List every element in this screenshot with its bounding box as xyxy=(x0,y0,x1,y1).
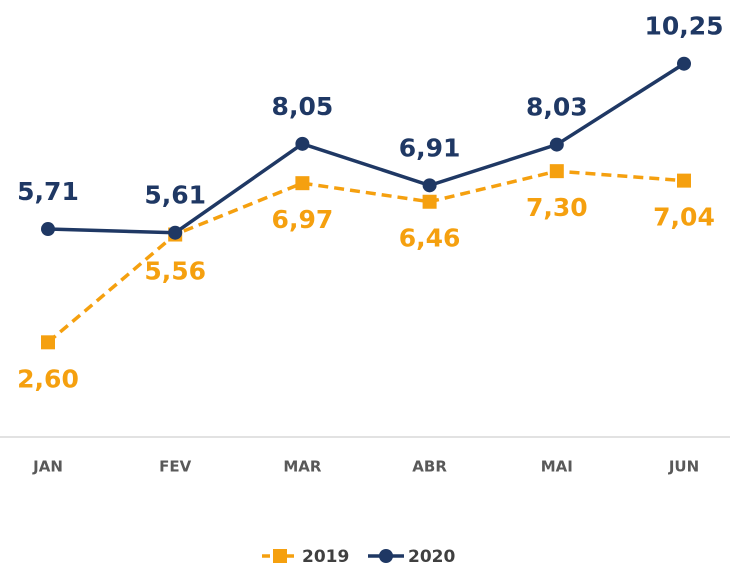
marker xyxy=(677,173,691,188)
x-tick-label: MAI xyxy=(541,458,573,476)
marker xyxy=(549,164,564,179)
data-label: 5,71 xyxy=(17,177,79,206)
data-label: 5,61 xyxy=(144,181,206,210)
data-label: 5,56 xyxy=(144,257,206,286)
marker xyxy=(422,178,437,193)
x-tick-label: JUN xyxy=(668,458,699,476)
data-label: 7,04 xyxy=(653,203,715,232)
series-line xyxy=(47,62,685,235)
series-line xyxy=(46,169,685,344)
data-label: 7,30 xyxy=(526,193,588,222)
marker xyxy=(379,549,393,563)
data-label: 10,25 xyxy=(644,12,723,41)
marker xyxy=(422,194,437,209)
legend-label: 2020 xyxy=(408,547,455,566)
data-label: 2,60 xyxy=(17,364,79,393)
marker xyxy=(41,335,55,350)
x-tick-label: FEV xyxy=(159,458,191,476)
marker xyxy=(549,137,564,152)
marker xyxy=(168,225,183,240)
data-label: 8,03 xyxy=(526,93,588,122)
legend-label: 2019 xyxy=(302,547,349,566)
marker xyxy=(41,222,55,237)
marker xyxy=(677,56,691,71)
x-tick-label: ABR xyxy=(412,458,447,476)
data-label: 6,91 xyxy=(399,133,461,162)
marker xyxy=(273,549,287,563)
x-tick-label: JAN xyxy=(32,458,63,476)
x-tick-label: MAR xyxy=(283,458,322,476)
marker xyxy=(295,176,310,191)
data-label: 6,97 xyxy=(272,205,334,234)
marker xyxy=(295,136,310,151)
data-label: 8,05 xyxy=(272,92,334,121)
data-label: 6,46 xyxy=(399,224,461,253)
